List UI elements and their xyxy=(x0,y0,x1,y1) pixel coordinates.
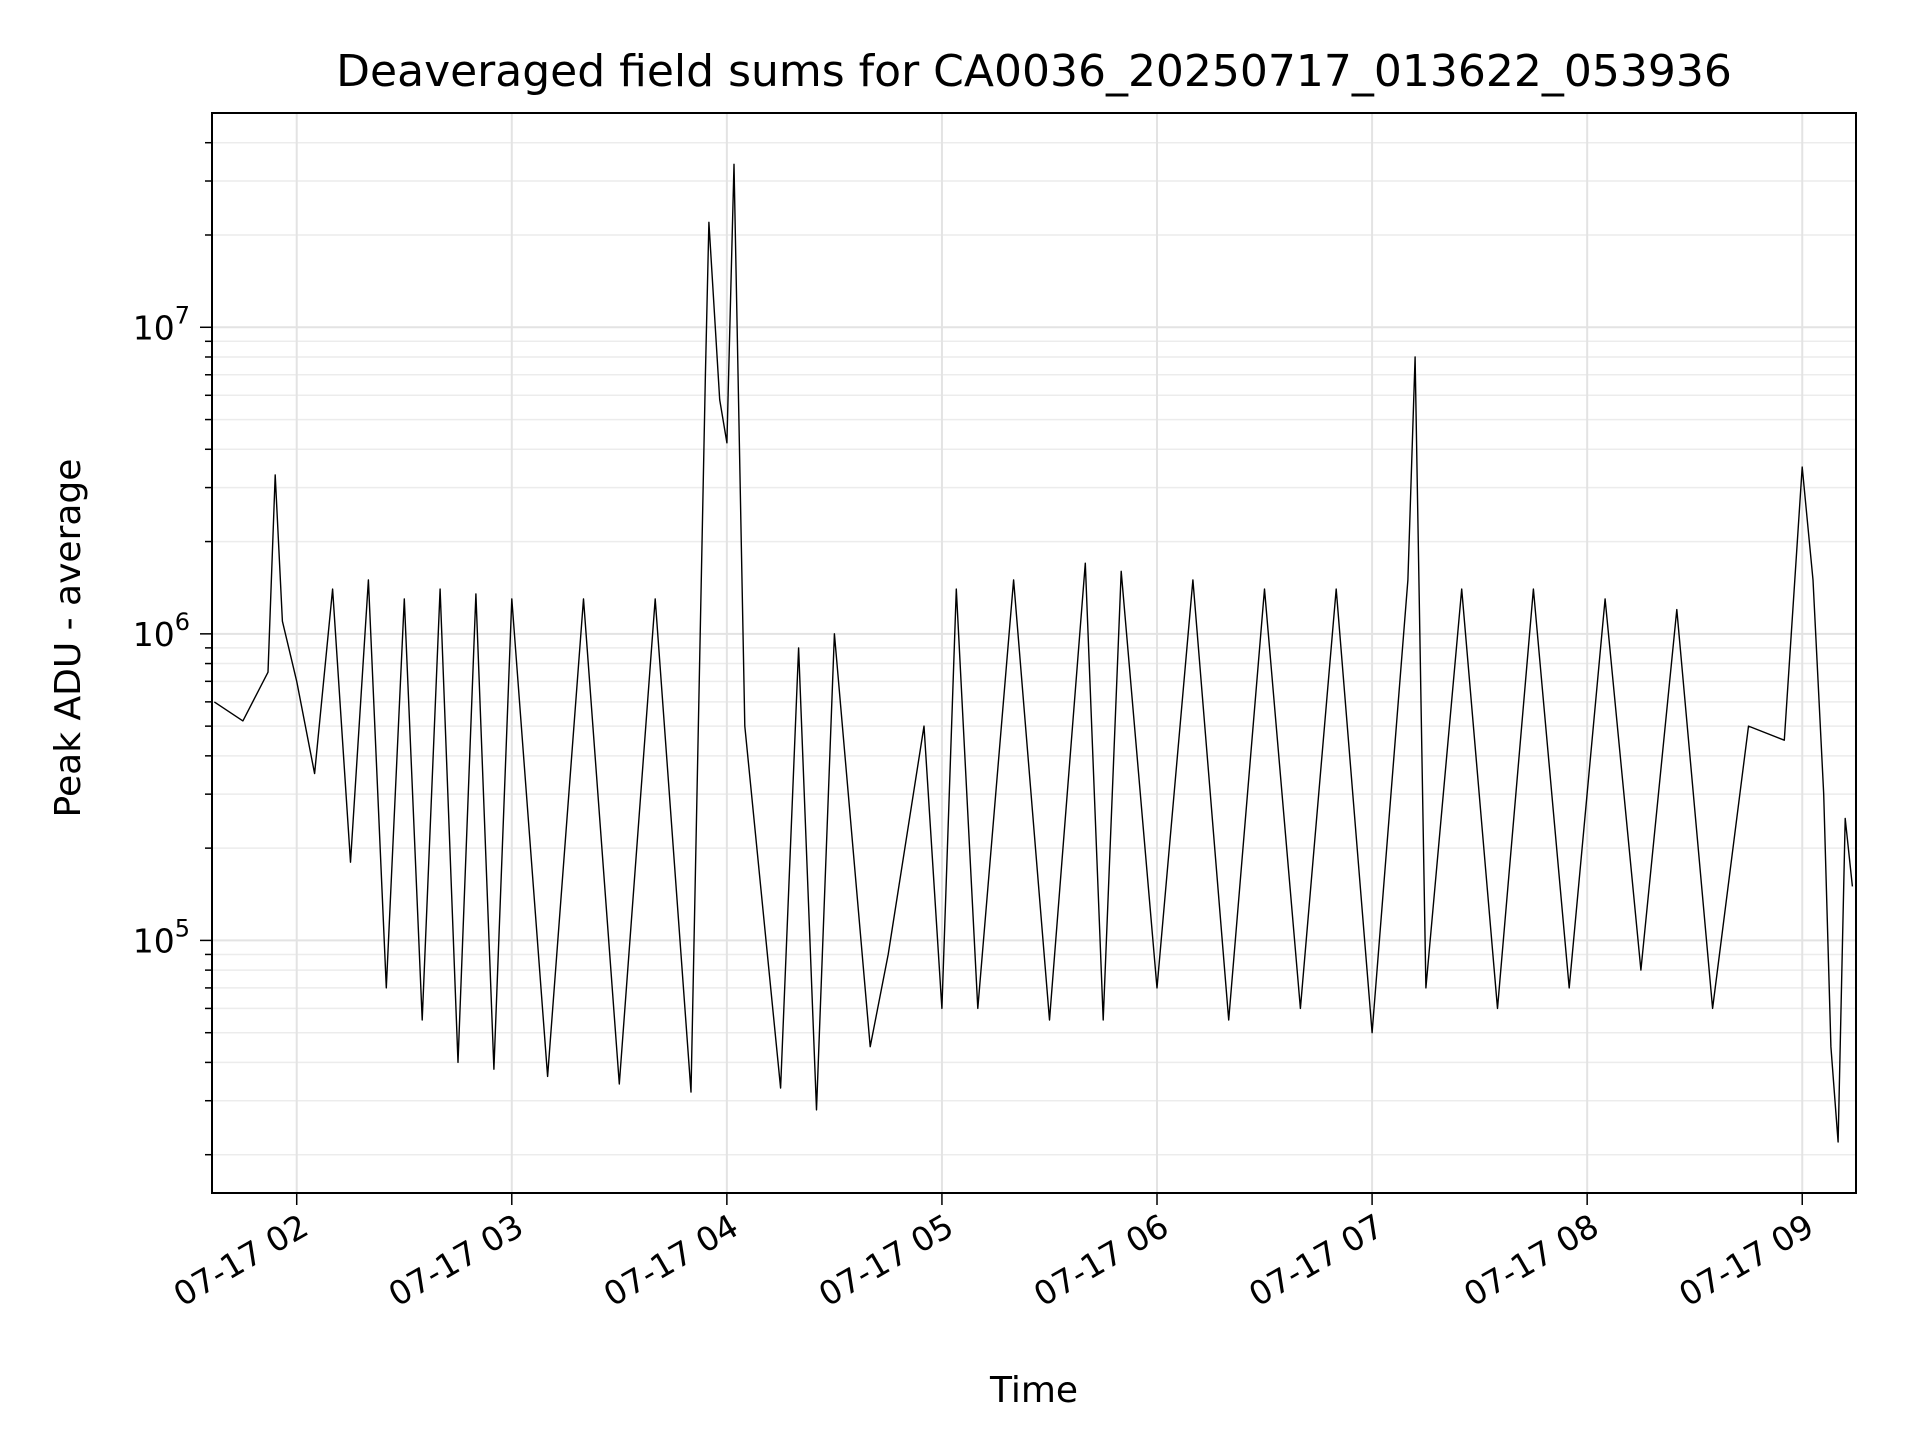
plot-frame xyxy=(211,112,1857,1194)
y-tick-label: 105 xyxy=(133,914,190,960)
x-axis-label: Time xyxy=(989,1370,1078,1411)
x-tick-label: 07-17 07 xyxy=(1242,1206,1390,1314)
y-axis-label: Peak ADU - average xyxy=(48,459,89,818)
chart-title: Deaveraged field sums for CA0036_2025071… xyxy=(336,46,1732,97)
x-tick-label: 07-17 05 xyxy=(812,1206,960,1314)
grid-layer xyxy=(212,113,1856,1193)
x-tick-label: 07-17 09 xyxy=(1672,1206,1820,1314)
tick-layer: 105 106 107 07-17 02 07-17 03 07-17 04 07-17 0… xyxy=(133,141,1820,1314)
x-tick-label: 07-17 08 xyxy=(1457,1206,1605,1314)
x-tick-label: 07-17 03 xyxy=(382,1206,530,1314)
series-line xyxy=(213,163,1854,1143)
x-tick-label: 07-17 04 xyxy=(597,1206,745,1314)
y-tick-label: 106 xyxy=(133,608,190,654)
y-tick-label: 107 xyxy=(133,301,190,347)
x-tick-label: 07-17 02 xyxy=(167,1206,315,1314)
x-tick-label: 07-17 06 xyxy=(1027,1206,1175,1314)
